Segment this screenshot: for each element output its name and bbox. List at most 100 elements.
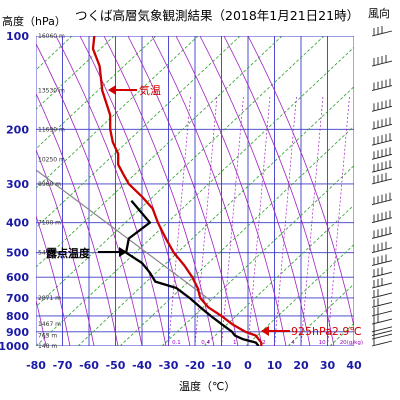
y-tick-label: 200 [6,123,29,136]
surface-annotation: 925hPa2.9℃ [261,325,362,338]
x-tick-label: 20 [293,359,309,372]
tick-labels: -80 -70 -60 -50 -40 -30 -20 -10 0 10 20 30 40 100 200 3… [0,30,362,372]
y-tick-label: 400 [6,217,29,230]
wind-barb [371,192,393,206]
wind-barb [371,55,393,67]
dry-adiabat-line [36,46,354,346]
dry-adiabat-line [161,165,354,346]
height-label: 16060 m [38,33,65,40]
height-label: 10250 m [38,156,65,163]
mixing-ratio-line [274,95,297,346]
height-label: 5490 m [38,250,61,257]
wind-barb [371,133,393,146]
moist-adiabat-line [55,36,167,346]
mixing-ratio-line [168,95,191,346]
wind-barb [371,331,393,340]
moist-adiabat-line [175,36,287,346]
height-label: 2871 m [38,295,61,302]
y-tick-label: 300 [6,178,29,191]
wind-barb [371,172,393,185]
wind-barb [371,315,393,325]
x-tick-label: -40 [132,359,152,372]
mixing-ratio-label: 2 [262,340,266,346]
wind-barb [371,288,393,299]
wind-barbs [371,26,393,347]
dry-adiabat-line [287,283,354,346]
y-axis-label: 高度（hPa） [2,14,66,28]
dry-adiabat-line [36,36,325,308]
y-tick-label: 600 [6,271,29,284]
moist-adiabat-line [36,92,119,346]
x-tick-label: -60 [79,359,99,372]
x-tick-label: 0 [244,359,252,372]
y-tick-label: 800 [6,310,29,323]
moist-adiabat-line [223,36,335,346]
x-axis-label: 温度（℃） [179,379,235,393]
wind-barb [371,338,393,347]
dry-adiabat-line [36,36,241,229]
moist-adiabat-line [36,214,71,346]
moist-adiabat-line [36,298,47,346]
wind-barb [371,306,393,317]
dry-adiabat-line [245,243,354,346]
dry-adiabat-line [36,36,199,189]
x-tick-label: -80 [26,359,46,372]
x-tick-label: -20 [185,359,205,372]
mixing-ratio-line [221,95,244,346]
dry-adiabat-line [203,204,354,346]
wind-barb [371,241,393,254]
dewpoint-label: 露点温度 [46,246,91,260]
mixing-ratio-label: 0.1 [172,340,181,346]
mixing-ratio-labels: 0.1 0.4 1 2 4 10 20(g/kg) [172,340,363,346]
height-label: 11690 m [38,126,65,133]
moist-adiabat-line [36,42,143,346]
dry-adiabat-line [329,322,354,346]
temperature-line [91,36,263,346]
x-tick-label: -30 [159,359,179,372]
height-label: 13530 m [38,88,65,95]
wind-barb [371,226,393,239]
wind-barb [371,78,393,92]
dry-adiabat-line [36,36,283,268]
height-label: 8960 m [38,181,61,188]
wind-barb [371,210,393,224]
wind-barb [371,267,393,278]
y-tick-label: 500 [6,247,29,260]
x-tick-label: 30 [320,359,336,372]
mixing-ratio-line [194,95,218,346]
dry-adiabat-line [36,36,115,110]
moist-adiabat-line [36,148,95,346]
mixing-ratio-line [327,95,350,346]
mixing-ratio-label: 0.4 [201,340,210,346]
moist-adiabat-line [199,36,311,346]
wind-barb [371,117,393,130]
mixing-ratio-label: 4 [291,340,295,346]
x-tick-label: -50 [106,359,126,372]
temperature-annotation: 気温 [108,83,161,97]
reference-line [36,169,211,301]
wind-barb [371,26,393,37]
x-tick-label: -70 [53,359,73,372]
x-tick-label: 10 [267,359,283,372]
wind-label: 風向 [368,6,390,20]
moist-adiabat-line [127,36,239,346]
series-lines [91,36,263,346]
y-tick-label: 700 [6,292,29,305]
temperature-label: 気温 [139,83,161,97]
surface-temp-label: 925hPa2.9℃ [291,325,362,338]
x-tick-label: -10 [212,359,232,372]
dewpoint-line [124,200,260,346]
mixing-ratio-line [300,95,324,346]
y-tick-label: 100 [6,30,29,43]
y-tick-label: 1000 [0,340,29,353]
height-label: 148 m [38,343,57,350]
wind-barb [371,254,393,266]
moist-adiabat-line [247,36,354,329]
mixing-ratio-label: 10 [319,340,326,346]
mixing-ratio-label: 20(g/kg) [340,340,363,346]
grid-lines [36,36,354,346]
chart-title: つくば高層気象観測結果（2018年1月21日21時） [75,8,359,23]
height-label: 7100 m [38,220,61,227]
x-tick-label: 40 [346,359,362,372]
